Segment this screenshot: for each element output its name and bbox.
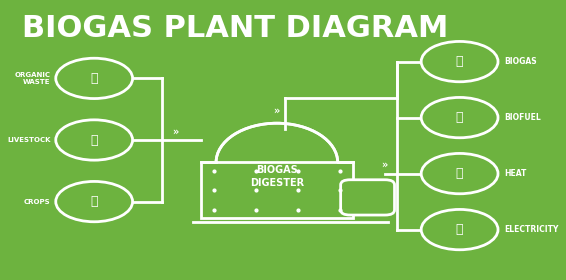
Text: ORGANIC
WASTE: ORGANIC WASTE <box>14 72 50 85</box>
Circle shape <box>421 209 498 250</box>
FancyBboxPatch shape <box>341 180 395 215</box>
FancyBboxPatch shape <box>201 162 353 218</box>
Text: BIOFUEL: BIOFUEL <box>504 113 541 122</box>
Text: CROPS: CROPS <box>24 199 50 205</box>
Text: ⛽: ⛽ <box>456 111 464 124</box>
Text: »: » <box>273 105 280 115</box>
Text: 🔌: 🔌 <box>456 223 464 236</box>
Text: 🐄: 🐄 <box>91 134 98 146</box>
Circle shape <box>56 120 132 160</box>
Circle shape <box>56 181 132 222</box>
Text: BIOGAS
DIGESTER: BIOGAS DIGESTER <box>250 165 304 188</box>
Text: »: » <box>381 160 388 170</box>
Text: »: » <box>172 126 178 136</box>
Text: HEAT: HEAT <box>504 169 527 178</box>
Text: LIVESTOCK: LIVESTOCK <box>7 137 50 143</box>
Polygon shape <box>216 123 338 162</box>
Circle shape <box>56 58 132 99</box>
Text: BIOGAS PLANT DIAGRAM: BIOGAS PLANT DIAGRAM <box>22 14 448 43</box>
Text: 🌡: 🌡 <box>456 167 464 180</box>
Text: 🌾: 🌾 <box>91 195 98 208</box>
Text: 🔥: 🔥 <box>456 55 464 68</box>
Circle shape <box>421 153 498 194</box>
Circle shape <box>421 97 498 138</box>
Text: ELECTRICITY: ELECTRICITY <box>504 225 559 234</box>
Text: BIOGAS: BIOGAS <box>504 57 537 66</box>
Text: 🗑: 🗑 <box>91 72 98 85</box>
Circle shape <box>421 41 498 82</box>
